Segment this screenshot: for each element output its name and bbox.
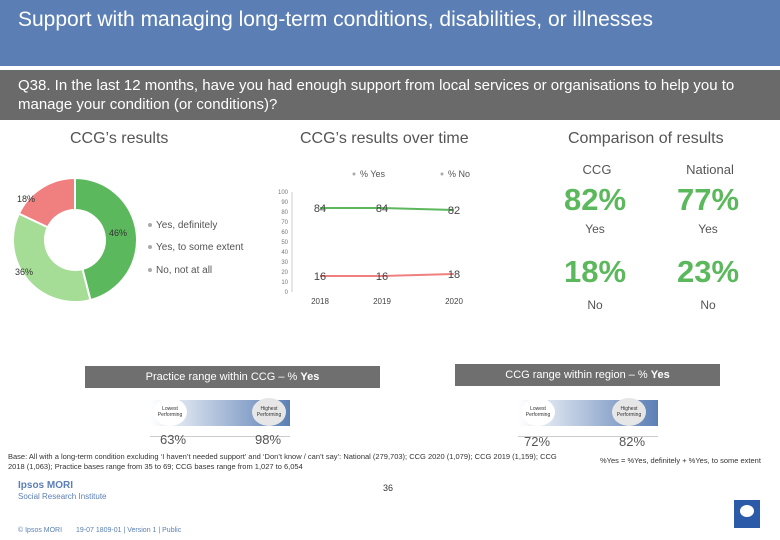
donut-label: 46% <box>109 228 127 238</box>
x-tick-label: 2020 <box>445 297 463 306</box>
region-lowest-label: Lowest Performing <box>525 406 551 418</box>
national-no-pct: 23% <box>676 254 740 289</box>
data-label: 82 <box>448 205 460 217</box>
national-column-label: National <box>686 162 734 177</box>
practice-high-value: 98% <box>254 432 282 447</box>
ccg-no-pct: 18% <box>563 254 627 289</box>
ipsos-logo-icon <box>734 500 760 528</box>
over-time-heading: CCG’s results over time <box>300 130 469 147</box>
practice-low-value: 63% <box>159 432 187 447</box>
y-tick-label: 100 <box>278 190 289 196</box>
donut-slice-no-not-at-all <box>17 176 76 229</box>
legend-no-not-at-all: No, not at all <box>148 265 212 276</box>
bullet-icon <box>148 245 152 250</box>
brand-logo-subtext: Social Research Institute <box>18 492 107 501</box>
y-tick-label: 20 <box>281 270 288 276</box>
data-label: 84 <box>314 203 326 215</box>
data-label: 16 <box>314 271 326 283</box>
region-lowest-circle <box>521 398 555 426</box>
data-label: 84 <box>376 203 388 215</box>
series-line <box>320 207 455 211</box>
region-high-value: 82% <box>618 434 646 449</box>
copyright: © Ipsos MORI <box>18 527 63 534</box>
donut-chart: 46% 36% 18% <box>12 176 138 303</box>
region-highest-circle <box>612 398 646 426</box>
data-label: 16 <box>376 271 388 283</box>
practice-range-track: Lowest Performing Highest Performing <box>150 396 290 437</box>
legend-yes-definitely: Yes, definitely <box>148 220 217 231</box>
national-no-label: No <box>700 298 716 312</box>
page-title: Support with managing long-term conditio… <box>18 8 653 31</box>
comparison-heading: Comparison of results <box>568 130 724 147</box>
data-label: 18 <box>448 269 460 281</box>
practice-range-bar: Practice range within CCG – % Yes <box>85 366 380 388</box>
practice-lowest-label: Lowest Performing <box>157 406 183 418</box>
line-legend-item: % No <box>448 169 470 179</box>
y-tick-label: 0 <box>285 290 289 296</box>
donut-slice-yes-some-extent <box>12 212 92 303</box>
yes-definition-note: %Yes = %Yes, definitely + %Yes, to some … <box>600 456 761 465</box>
y-tick-label: 90 <box>281 200 288 206</box>
national-yes-label: Yes <box>698 222 718 236</box>
title-bar: Support with managing long-term conditio… <box>0 0 780 66</box>
logo-mark <box>740 505 754 517</box>
y-tick-label: 40 <box>281 250 288 256</box>
national-yes-pct: 77% <box>676 182 740 217</box>
region-range-track: Lowest Performing Highest Performing <box>518 396 658 437</box>
ccg-yes-pct: 82% <box>563 182 627 217</box>
legend-bullet-icon <box>440 172 444 176</box>
job-reference: 19-07 1809-01 | Version 1 | Public <box>76 527 182 534</box>
x-tick-label: 2018 <box>311 297 329 306</box>
question-text: Q38. In the last 12 months, have you had… <box>18 77 735 113</box>
y-tick-label: 60 <box>281 230 288 236</box>
y-tick-label: 50 <box>281 240 288 246</box>
ccg-no-label: No <box>587 298 603 312</box>
practice-lowest-circle <box>153 398 187 426</box>
ccg-yes-label: Yes <box>585 222 605 236</box>
y-tick-label: 70 <box>281 220 288 226</box>
series-line <box>320 273 455 277</box>
legend-bullet-icon <box>352 172 356 176</box>
question-bar: Q38. In the last 12 months, have you had… <box>0 70 780 120</box>
line-legend-item: % Yes <box>360 169 386 179</box>
donut-label: 36% <box>15 267 33 277</box>
ccg-results-heading: CCG’s results <box>70 130 169 147</box>
region-range-bar: CCG range within region – % Yes <box>455 364 720 386</box>
ccg-column-label: CCG <box>582 162 612 177</box>
y-tick-label: 10 <box>281 280 288 286</box>
page-number: 36 <box>383 483 394 493</box>
base-footnote: Base: All with a long-term condition exc… <box>8 452 557 471</box>
x-tick-label: 2019 <box>373 297 391 306</box>
brand-logo-text: Ipsos MORI <box>18 480 74 491</box>
donut-slice-yes-definitely <box>74 176 138 302</box>
bullet-icon <box>148 268 152 273</box>
legend-yes-some-extent: Yes, to some extent <box>148 242 243 253</box>
region-low-value: 72% <box>523 434 551 449</box>
y-tick-label: 30 <box>281 260 288 266</box>
practice-highest-circle <box>252 398 286 426</box>
bullet-icon <box>148 223 152 228</box>
region-highest-label: Highest Performing <box>616 406 642 418</box>
y-tick-label: 80 <box>281 210 288 216</box>
donut-label: 18% <box>17 194 35 204</box>
line-chart: 0 10 20 30 40 50 60 70 80 90 100 2018 2019 2020 % Yes%… <box>278 169 470 306</box>
practice-highest-label: Highest Performing <box>256 406 282 418</box>
